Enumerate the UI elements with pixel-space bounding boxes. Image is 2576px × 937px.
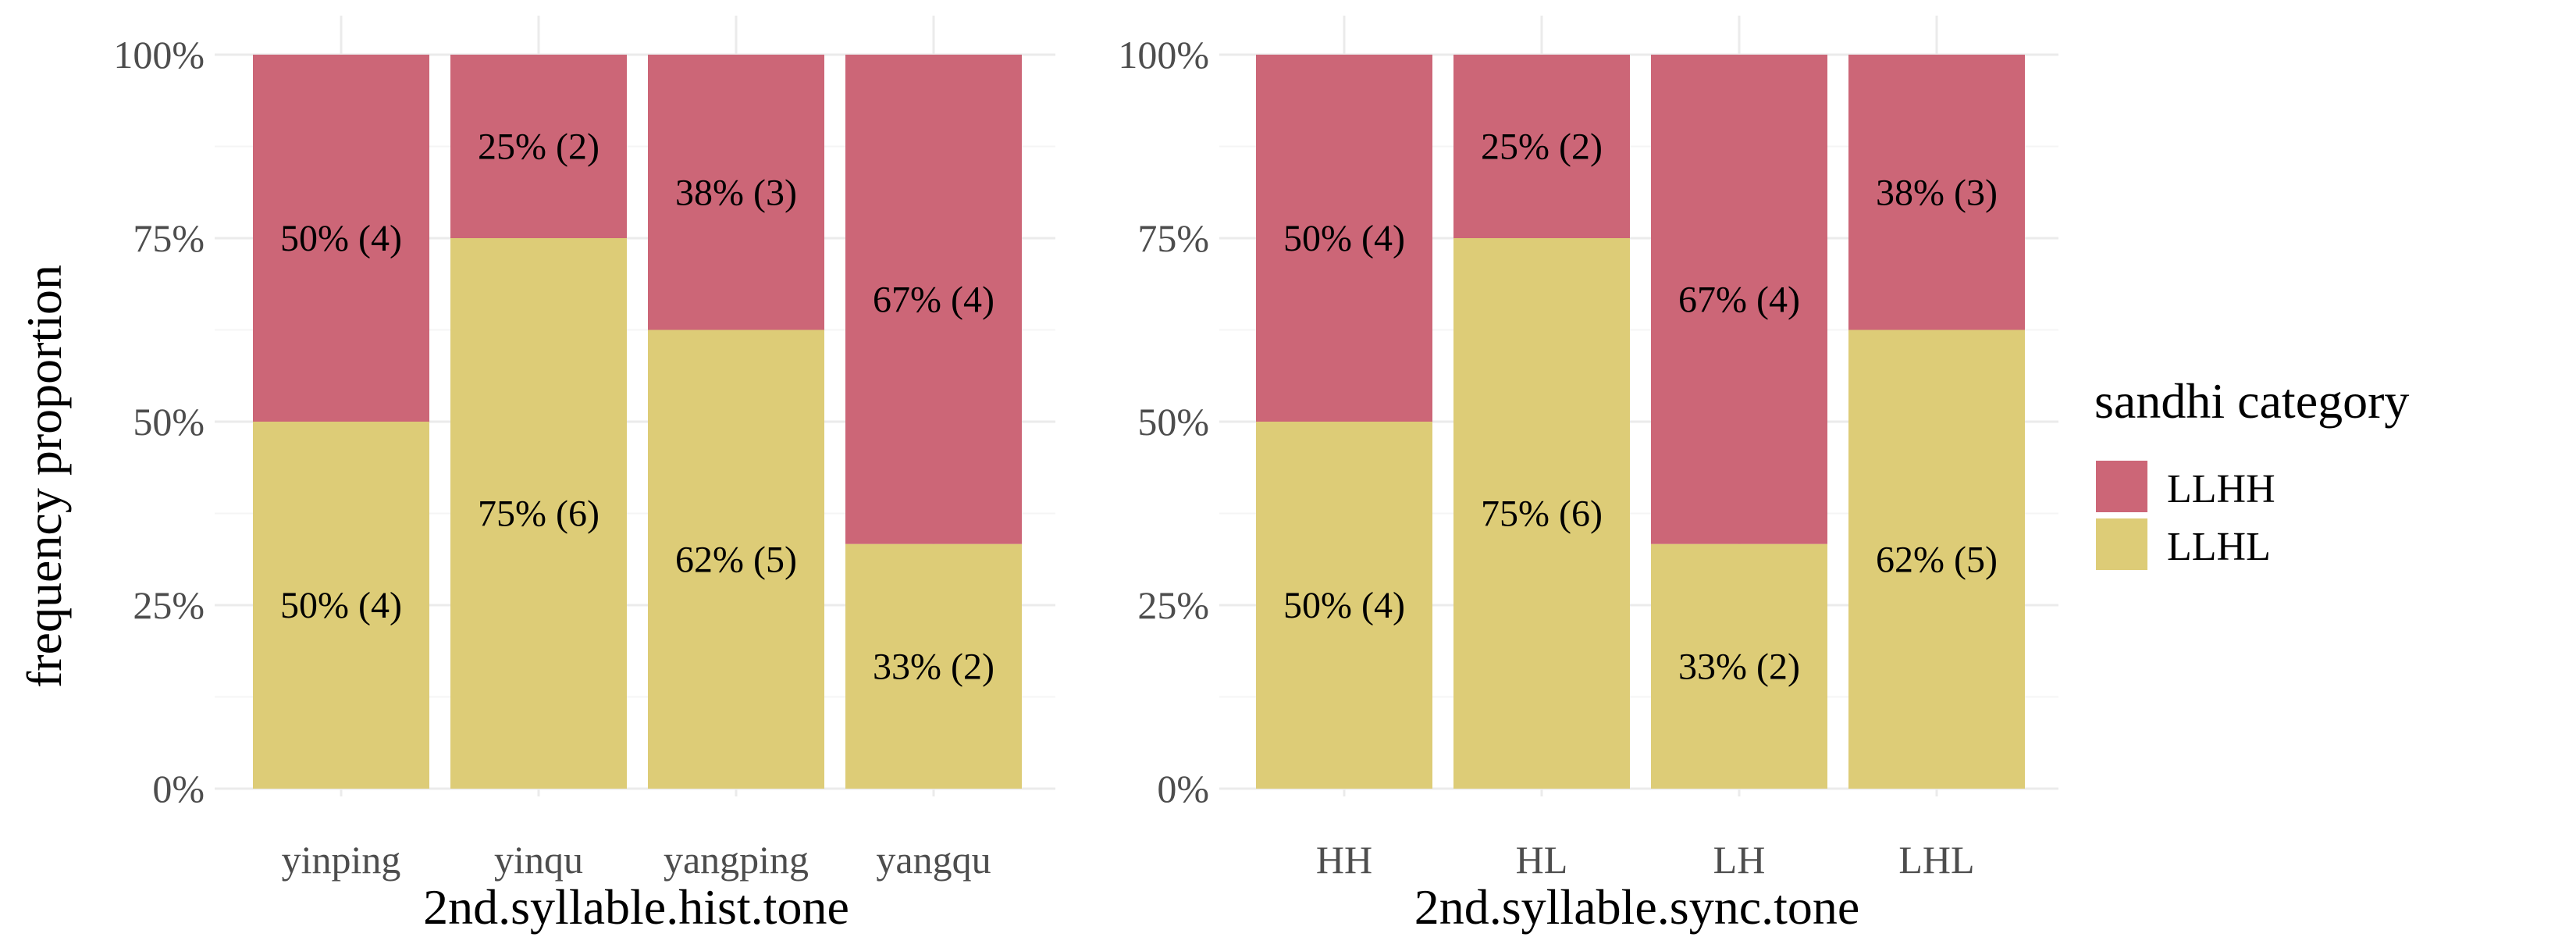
bar-label-hh-llhh: 50% (4) [1283, 218, 1405, 259]
legend: sandhi category LLHH LLHL [2094, 373, 2409, 570]
x-tick-label-hl: HL [1516, 838, 1568, 882]
bar-label-yangqu-llhh: 67% (4) [873, 279, 994, 320]
panel-sync-tone: 0% 25% 50% 75% 100% 50% (4) 50% (4) HH 75% (6) 25… [1118, 16, 2058, 935]
y-tick-label: 50% [133, 400, 205, 444]
x-tick-label-yinqu: yinqu [494, 838, 583, 882]
bar-label-lh-llhh: 67% (4) [1678, 279, 1800, 320]
bar-label-yangping-llhh: 38% (3) [675, 172, 797, 213]
x-tick-label-yangping: yangping [664, 838, 809, 882]
bar-yinping-llhl [253, 422, 429, 789]
bar-label-yangping-llhl: 62% (5) [675, 539, 797, 580]
bar-yangqu-llhh [845, 55, 1022, 544]
y-tick-label: 50% [1137, 400, 1209, 444]
bar-yangping-llhl [648, 330, 824, 789]
bar-yinping-llhh [253, 55, 429, 422]
x-tick-label-lhl: LHL [1898, 838, 1974, 882]
y-tick-label: 25% [1137, 583, 1209, 627]
legend-label-llhh: LLHH [2167, 467, 2275, 511]
x-tick-label-hh: HH [1316, 838, 1372, 882]
bar-lh-llhl [1651, 543, 1827, 789]
bar-label-lhl-llhh: 38% (3) [1876, 172, 1998, 213]
bar-label-yangqu-llhl: 33% (2) [873, 646, 994, 687]
bar-hh-llhh [1256, 55, 1432, 422]
bar-yangping-llhh [648, 55, 824, 330]
bar-lhl-llhl [1848, 330, 2025, 789]
y-axis-title: frequency proportion [16, 265, 72, 688]
x-tick-label-yinping: yinping [282, 838, 401, 882]
bar-label-lhl-llhl: 62% (5) [1876, 539, 1998, 580]
legend-label-llhl: LLHL [2167, 525, 2271, 569]
bar-label-hl-llhh: 25% (2) [1481, 126, 1603, 168]
y-tick-label: 100% [1118, 33, 1209, 77]
y-tick-label: 75% [1137, 216, 1209, 260]
bar-label-hh-llhl: 50% (4) [1283, 585, 1405, 626]
bar-yangqu-llhl [845, 543, 1022, 789]
y-tick-label: 0% [1157, 767, 1209, 811]
x-axis-title: 2nd.syllable.sync.tone [1414, 879, 1860, 935]
bar-lh-llhh [1651, 55, 1827, 544]
x-axis-title: 2nd.syllable.hist.tone [423, 879, 849, 935]
y-tick-label: 0% [152, 767, 205, 811]
bar-label-lh-llhl: 33% (2) [1678, 646, 1800, 687]
bar-label-yinqu-llhl: 75% (6) [478, 493, 600, 535]
x-tick-label-yangqu: yangqu [876, 838, 991, 882]
y-tick-label: 25% [133, 583, 205, 627]
bar-label-yinqu-llhh: 25% (2) [478, 126, 600, 168]
y-tick-label: 75% [133, 216, 205, 260]
bar-hh-llhl [1256, 422, 1432, 789]
bar-lhl-llhh [1848, 55, 2025, 330]
bar-label-hl-llhl: 75% (6) [1481, 493, 1603, 535]
x-tick-label-lh: LH [1713, 838, 1766, 882]
bar-hl-llhh [1453, 55, 1630, 238]
legend-swatch-llhl [2096, 518, 2147, 570]
panel-hist-tone: 0% 25% 50% 75% 100% 50% (4) 50% (4) yinping 75% … [113, 16, 1055, 935]
y-tick-label: 100% [113, 33, 205, 77]
bar-yinqu-llhh [450, 55, 627, 238]
legend-swatch-llhh [2096, 461, 2147, 512]
bar-label-yinping-llhl: 50% (4) [280, 585, 402, 626]
bar-label-yinping-llhh: 50% (4) [280, 218, 402, 259]
bar-yinqu-llhl [450, 238, 627, 789]
bar-hl-llhl [1453, 238, 1630, 789]
legend-title: sandhi category [2094, 373, 2409, 429]
